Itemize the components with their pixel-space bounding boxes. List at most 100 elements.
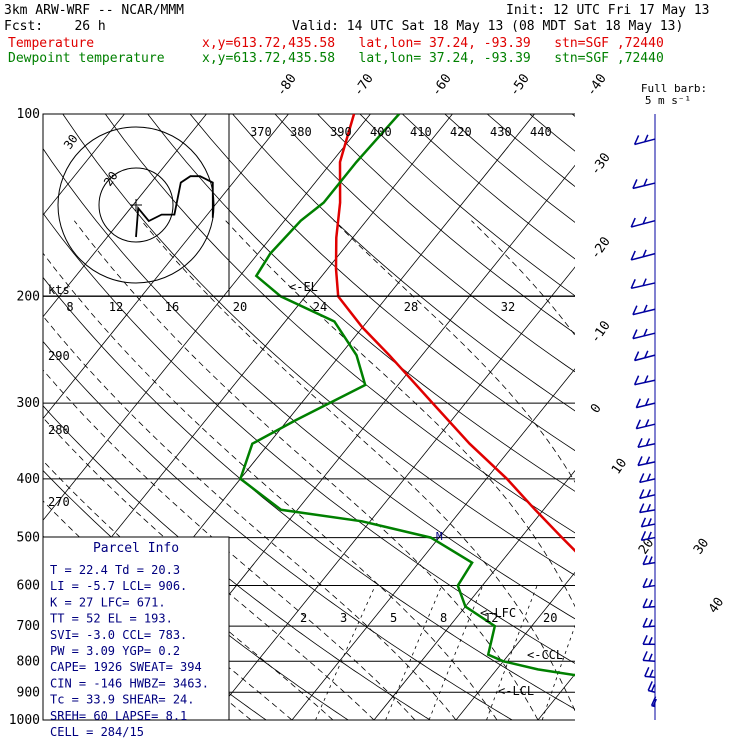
dry-adiabat-line <box>700 114 740 720</box>
el-marker: <-EL <box>289 280 318 294</box>
dry-adiabat-line <box>529 114 575 152</box>
isotherm-line <box>373 469 575 720</box>
wind-barb-flag <box>646 503 652 512</box>
mixed-layer-marker: M <box>436 530 443 543</box>
parcel-row: PW = 3.09 YGP= 0.2 <box>50 644 180 658</box>
hodograph-speed-label: 8 <box>66 300 73 314</box>
hodograph-speed-label: 28 <box>404 300 418 314</box>
wind-barb-flag <box>644 134 649 143</box>
moist-adiabat-line <box>73 220 539 720</box>
wind-barb-flag <box>649 669 654 678</box>
mixing-ratio-line <box>486 585 538 720</box>
hodograph-ring-outer <box>57 126 215 284</box>
wind-barb-flag <box>633 351 640 361</box>
wind-barb <box>639 478 656 484</box>
wind-barb-flag <box>646 473 652 481</box>
pressure-tick-label: 500 <box>17 531 40 546</box>
init-time: Init: 12 UTC Fri 17 May 13 <box>506 3 710 18</box>
wind-barb-flag <box>644 667 650 677</box>
wind-barb-flag <box>642 278 647 286</box>
theta-tick-label: 270 <box>48 495 70 509</box>
dry-adiabat-line <box>43 340 513 720</box>
mixing-ratio-line <box>315 585 376 720</box>
wind-barb-flag <box>642 651 648 661</box>
wind-barb-flag <box>650 684 656 692</box>
mixing-ratio-line <box>385 585 443 720</box>
wind-barb-flag <box>635 419 641 430</box>
theta-tick-label: 280 <box>48 423 70 437</box>
wind-barb <box>637 461 656 467</box>
wind-barb-flag <box>648 599 653 608</box>
wind-barb-flag <box>640 530 647 541</box>
wind-barb-flag <box>642 249 647 258</box>
wind-barb-flag <box>645 456 651 464</box>
pressure-tick-label: 200 <box>17 289 40 304</box>
wind-barb-flag <box>647 531 652 540</box>
wind-barb-flag <box>637 456 643 466</box>
pressure-tick-label: 800 <box>17 654 40 669</box>
temperature-tick-label: 20 <box>636 536 657 557</box>
dry-adiabat-line <box>43 147 575 620</box>
parcel-row: CAPE= 1926 SWEAT= 394 <box>50 660 202 674</box>
dewpoint-profile <box>238 114 575 677</box>
wind-barb-flag <box>648 636 653 645</box>
wind-barb-flag <box>630 250 636 261</box>
wind-barb-flag <box>648 653 653 662</box>
dewpoint-location: x,y=613.72,435.58 lat,lon= 37.24, -93.39… <box>202 51 664 66</box>
moist-adiabat-line <box>141 220 575 712</box>
model-title: 3km ARW-WRF -- NCAR/MMM <box>4 3 185 18</box>
dewpoint-legend-label: Dewpoint temperature <box>8 51 165 66</box>
theta-tick-label: 420 <box>450 125 472 139</box>
temperature-tick-label: -70 <box>351 71 377 99</box>
hodograph-speed-label: 12 <box>109 300 123 314</box>
parcel-row: SREH= 60 LAPSE= 8.1 <box>50 709 187 723</box>
dry-adiabat-line <box>444 114 575 223</box>
isotherm-line <box>43 114 207 318</box>
wind-barb-flag <box>632 305 638 315</box>
wind-barb-flag <box>639 503 645 513</box>
temperature-tick-label: -10 <box>588 318 614 346</box>
hodograph-speed-label: 32 <box>501 300 515 314</box>
wind-barb-flag <box>642 617 648 628</box>
parcel-row: LI = -5.7 LCL= 906. <box>50 579 187 593</box>
parcel-info-box: Parcel Info T = 22.4 Td = 20.3 LI = -5.7 L… <box>42 536 230 739</box>
wind-barb-flag <box>643 304 648 313</box>
mixing-ratio-line <box>593 586 637 720</box>
parcel-title: Parcel Info <box>93 541 179 556</box>
dry-adiabat-line <box>147 114 575 492</box>
mixing-ratio-line <box>659 586 700 720</box>
isotherm-line <box>455 571 575 720</box>
pressure-tick-label: 300 <box>17 396 40 411</box>
temperature-tick-label: -30 <box>588 150 614 178</box>
temperature-tick-label: -50 <box>507 71 533 99</box>
wind-barb-flag <box>647 681 653 691</box>
mixing-ratio-line <box>428 585 484 720</box>
mixing-ratio-label: 20 <box>543 611 557 625</box>
wind-barb-flag <box>643 328 648 337</box>
hodograph-speed-label: 24 <box>313 300 327 314</box>
mixing-ratio-label: 8 <box>440 611 447 625</box>
isotherm-line <box>291 368 575 720</box>
hodograph-ring-label: 30 <box>61 132 81 152</box>
dry-adiabat-line <box>189 114 575 452</box>
temperature-tick-label: 0 <box>588 401 605 416</box>
parcel-row: K = 27 LFC= 671. <box>50 595 166 609</box>
dry-adiabat-line <box>232 114 575 412</box>
wind-barb-flag <box>648 579 653 587</box>
moist-adiabat-line <box>333 220 575 483</box>
dry-adiabat-line <box>274 114 575 373</box>
temperature-tick-label: -80 <box>274 71 300 99</box>
temperature-tick-label: 30 <box>691 536 712 557</box>
wind-barb-flag <box>635 398 641 408</box>
pressure-tick-label: 600 <box>17 579 40 594</box>
hodograph-speed-label: 16 <box>165 300 179 314</box>
parcel-row: CIN = -146 HWBZ= 3463. <box>50 676 209 690</box>
theta-tick-label: 410 <box>410 125 432 139</box>
parcel-box-frame <box>42 536 230 721</box>
wind-barb-flag <box>632 179 638 189</box>
dry-adiabat-line <box>359 114 575 297</box>
isotherm-line <box>702 114 740 720</box>
wind-barb-flag <box>633 135 640 145</box>
dry-adiabat-line <box>402 114 575 260</box>
